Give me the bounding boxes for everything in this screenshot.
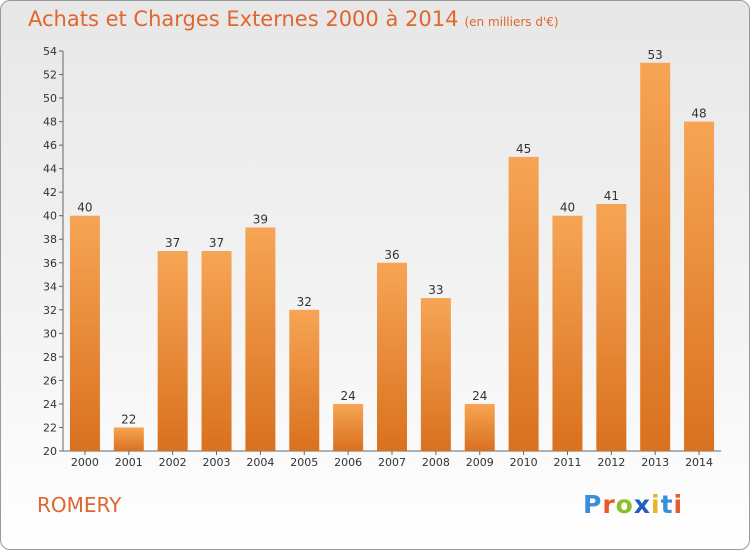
chart-title: Achats et Charges Externes 2000 à 2014 (e…	[28, 7, 559, 31]
logo-letter: i	[651, 490, 661, 519]
bar-value-label: 41	[604, 189, 619, 203]
commune-name: ROMERY	[37, 493, 122, 517]
logo-letter: o	[615, 490, 634, 519]
bar	[289, 309, 320, 451]
bar-value-label: 32	[297, 295, 312, 309]
bar	[69, 215, 100, 451]
bar	[464, 403, 495, 451]
x-tick-label: 2010	[510, 456, 538, 469]
y-tick-label: 30	[43, 327, 57, 340]
bar-value-label: 36	[384, 248, 399, 262]
y-tick-label: 34	[43, 280, 57, 293]
y-tick-label: 48	[43, 116, 57, 129]
y-tick-label: 50	[43, 92, 57, 105]
bar-value-label: 22	[121, 412, 136, 426]
bar	[157, 251, 188, 451]
bar-value-label: 33	[428, 283, 443, 297]
bar	[420, 298, 451, 451]
bar-value-label: 40	[77, 201, 92, 215]
bar-value-label: 37	[165, 236, 180, 250]
x-tick-label: 2001	[115, 456, 143, 469]
bar-value-label: 24	[472, 389, 487, 403]
bar-value-label: 39	[253, 212, 268, 226]
y-tick-label: 22	[43, 421, 57, 434]
y-tick-label: 20	[43, 445, 57, 458]
bar-value-label: 40	[560, 201, 575, 215]
y-tick-label: 32	[43, 304, 57, 317]
x-tick-label: 2009	[466, 456, 494, 469]
bar	[596, 203, 627, 451]
x-tick-label: 2004	[246, 456, 274, 469]
x-tick-label: 2014	[685, 456, 713, 469]
bar	[201, 251, 232, 451]
bar-value-label: 45	[516, 142, 531, 156]
bar	[333, 403, 364, 451]
proxiti-logo: Proxiti	[583, 490, 683, 519]
logo-letter: x	[633, 490, 651, 519]
x-tick-label: 2012	[597, 456, 625, 469]
bar-value-label: 24	[340, 389, 355, 403]
y-tick-label: 44	[43, 163, 57, 176]
logo-letter: P	[583, 490, 603, 519]
bar-value-label: 37	[209, 236, 224, 250]
x-tick-label: 2007	[378, 456, 406, 469]
y-tick-label: 42	[43, 186, 57, 199]
y-tick-label: 28	[43, 351, 57, 364]
bar	[113, 427, 144, 451]
logo-letter: i	[673, 490, 684, 519]
y-tick-label: 36	[43, 257, 57, 270]
x-tick-label: 2003	[203, 456, 231, 469]
logo-letter: r	[602, 490, 616, 519]
y-tick-label: 26	[43, 374, 57, 387]
bar-value-label: 48	[691, 107, 706, 121]
x-tick-label: 2005	[290, 456, 318, 469]
x-tick-label: 2013	[641, 456, 669, 469]
bar	[377, 262, 407, 451]
x-tick-label: 2006	[334, 456, 362, 469]
y-tick-label: 38	[43, 233, 57, 246]
x-tick-label: 2011	[553, 456, 581, 469]
x-tick-label: 2000	[71, 456, 99, 469]
logo-letter: t	[660, 490, 674, 519]
bar	[508, 156, 539, 451]
x-tick-label: 2002	[159, 456, 187, 469]
y-tick-label: 46	[43, 139, 57, 152]
bar	[640, 62, 671, 451]
y-tick-label: 52	[43, 69, 57, 82]
bar	[552, 215, 583, 451]
bar-value-label: 53	[648, 48, 663, 62]
bar	[684, 121, 715, 452]
bar	[245, 227, 276, 451]
chart-subtitle: (en milliers d'€)	[464, 15, 559, 29]
x-tick-label: 2008	[422, 456, 450, 469]
y-tick-label: 40	[43, 210, 57, 223]
y-tick-label: 24	[43, 398, 57, 411]
y-tick-label: 54	[43, 45, 57, 58]
